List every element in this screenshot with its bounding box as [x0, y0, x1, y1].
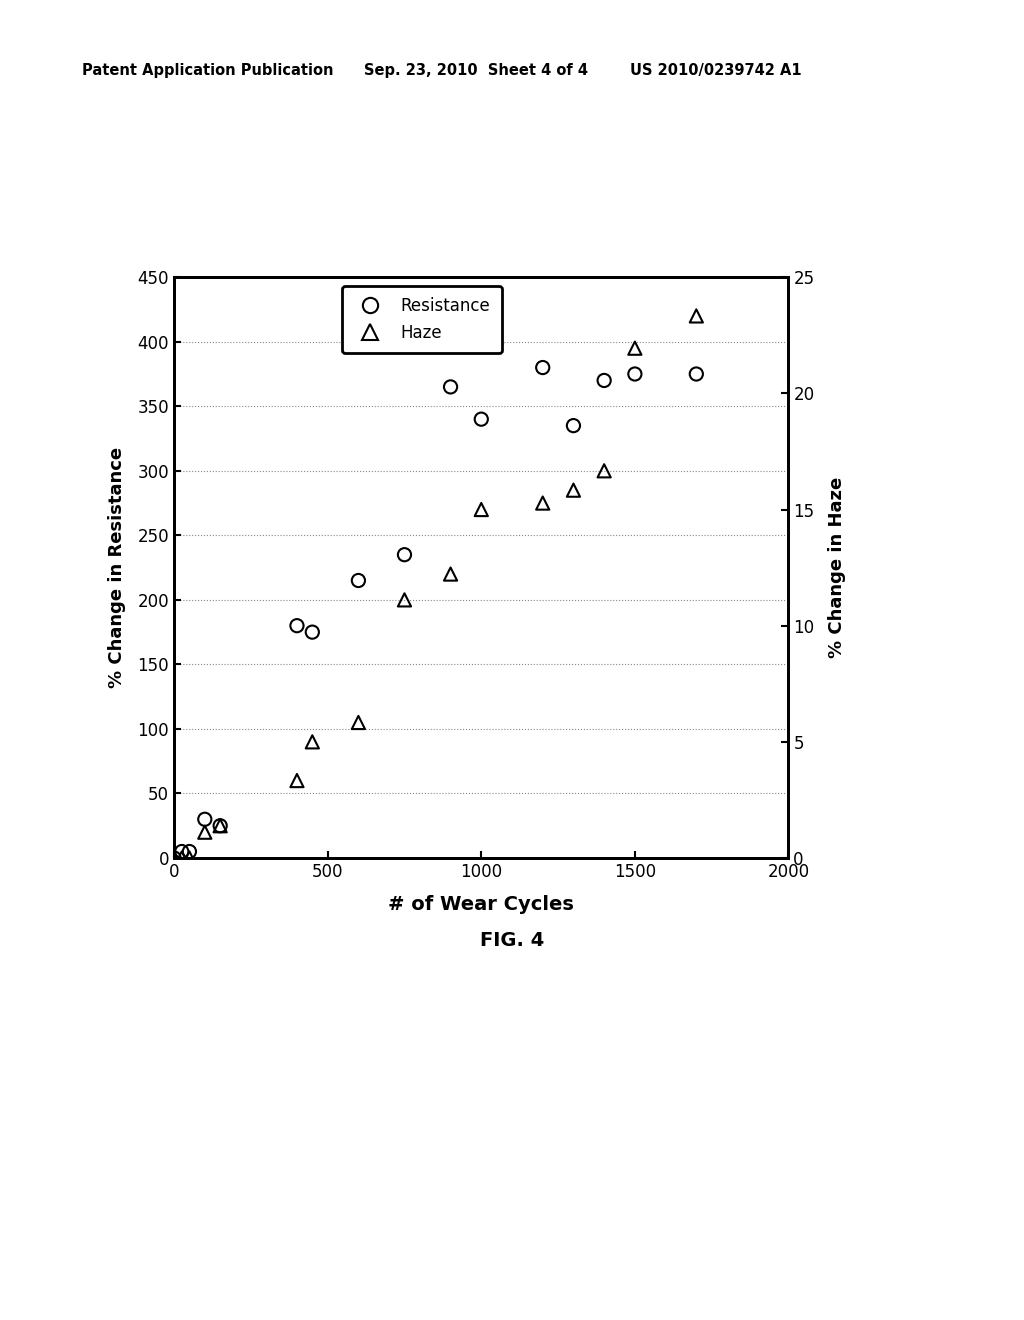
Point [166, 847, 182, 869]
Point [289, 615, 305, 636]
Point [396, 589, 413, 610]
Point [197, 821, 213, 842]
Point [596, 461, 612, 482]
Point [688, 305, 705, 326]
Point [181, 841, 198, 862]
Point [181, 847, 198, 869]
Point [565, 479, 582, 500]
Point [350, 711, 367, 733]
Point [304, 731, 321, 752]
Y-axis label: % Change in Haze: % Change in Haze [828, 477, 847, 659]
Legend: Resistance, Haze: Resistance, Haze [342, 285, 502, 354]
Text: Sep. 23, 2010  Sheet 4 of 4: Sep. 23, 2010 Sheet 4 of 4 [364, 63, 588, 78]
Point [565, 414, 582, 436]
Point [396, 544, 413, 565]
Point [473, 409, 489, 430]
Text: FIG. 4: FIG. 4 [480, 931, 544, 949]
Point [166, 847, 182, 869]
Point [442, 564, 459, 585]
Point [535, 492, 551, 513]
Point [304, 622, 321, 643]
Point [212, 816, 228, 837]
Point [350, 570, 367, 591]
Point [688, 363, 705, 384]
Point [174, 847, 190, 869]
X-axis label: # of Wear Cycles: # of Wear Cycles [388, 895, 574, 913]
Point [174, 841, 190, 862]
Text: US 2010/0239742 A1: US 2010/0239742 A1 [630, 63, 802, 78]
Point [535, 356, 551, 378]
Point [473, 499, 489, 520]
Point [627, 338, 643, 359]
Point [212, 816, 228, 837]
Text: Patent Application Publication: Patent Application Publication [82, 63, 334, 78]
Point [442, 376, 459, 397]
Point [596, 370, 612, 391]
Point [289, 770, 305, 791]
Y-axis label: % Change in Resistance: % Change in Resistance [109, 447, 127, 688]
Point [627, 363, 643, 384]
Point [197, 809, 213, 830]
